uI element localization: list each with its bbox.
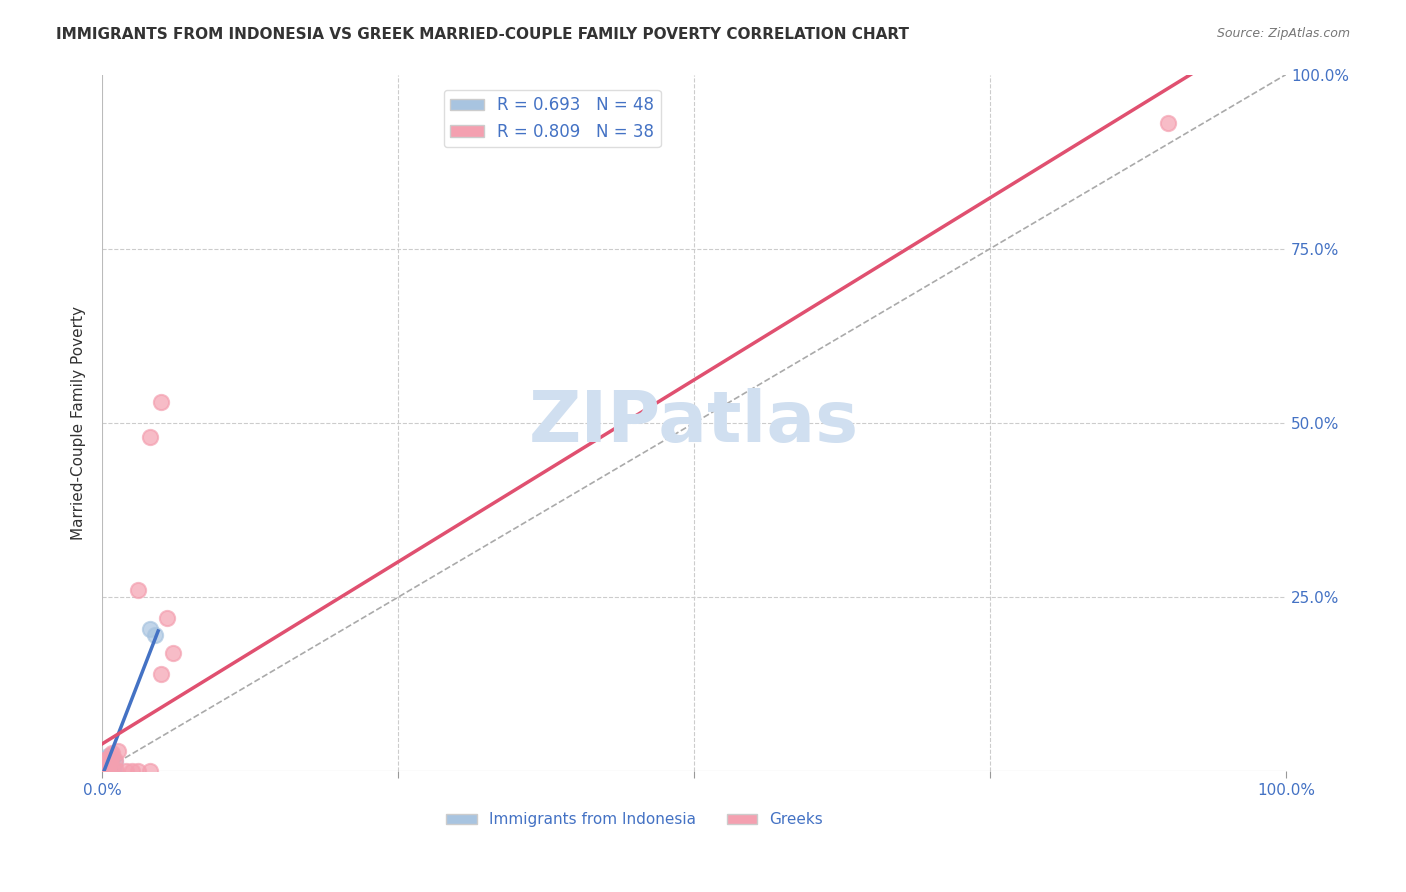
Point (91, 759, 114, 773)
Point (96, 763, 118, 777)
Point (93, 764, 115, 778)
Point (127, 764, 149, 778)
Point (127, 583, 149, 598)
Point (97, 764, 120, 778)
Point (101, 764, 124, 778)
Point (93, 763, 115, 777)
Point (91, 761, 114, 775)
Point (100, 761, 122, 775)
Point (93, 764, 115, 778)
Point (103, 763, 125, 777)
Point (145, 628, 167, 642)
Point (93, 764, 115, 778)
Point (96, 756, 118, 771)
Point (138, 430, 160, 444)
Point (91, 762, 114, 776)
Point (138, 764, 160, 778)
Point (93, 764, 115, 778)
Point (91, 760, 114, 774)
Point (94, 763, 117, 777)
Point (94, 762, 117, 776)
Point (91, 763, 114, 777)
Point (94, 762, 117, 776)
Point (93, 757, 115, 772)
Legend: Immigrants from Indonesia, Greeks: Immigrants from Indonesia, Greeks (440, 806, 830, 833)
Point (93, 760, 115, 774)
Point (100, 760, 122, 774)
Point (93, 763, 115, 777)
Point (94, 764, 117, 778)
Point (91, 759, 114, 773)
Point (138, 622, 160, 636)
Text: IMMIGRANTS FROM INDONESIA VS GREEK MARRIED-COUPLE FAMILY POVERTY CORRELATION CHA: IMMIGRANTS FROM INDONESIA VS GREEK MARRI… (56, 27, 910, 42)
Point (100, 748, 122, 763)
Point (107, 744, 129, 758)
Point (96, 763, 118, 777)
Point (94, 760, 117, 774)
Point (97, 764, 120, 778)
Point (96, 755, 118, 769)
Point (91, 762, 114, 776)
Point (101, 761, 124, 775)
Point (91, 764, 114, 778)
Point (91, 755, 114, 769)
Point (94, 764, 117, 778)
Point (105, 763, 128, 777)
Point (91, 763, 114, 777)
Point (1156, 116, 1178, 130)
Point (100, 752, 122, 766)
Point (91, 761, 114, 775)
Point (91, 763, 114, 777)
Point (93, 758, 115, 772)
Point (93, 758, 115, 772)
Point (93, 764, 115, 778)
Point (91, 758, 114, 772)
Point (150, 395, 173, 409)
Point (94, 763, 117, 777)
Point (91, 753, 114, 767)
Point (156, 611, 179, 625)
Point (91, 761, 114, 775)
Point (97, 764, 120, 779)
Point (150, 666, 173, 681)
Point (94, 756, 117, 770)
Point (104, 753, 127, 767)
Point (96, 761, 118, 775)
Point (93, 762, 115, 776)
Point (91, 752, 114, 766)
Point (104, 756, 127, 770)
Text: Source: ZipAtlas.com: Source: ZipAtlas.com (1216, 27, 1350, 40)
Point (93, 757, 115, 772)
Point (91, 760, 114, 774)
Point (98, 752, 121, 766)
Point (91, 762, 114, 776)
Text: ZIPatlas: ZIPatlas (529, 388, 859, 458)
Point (94, 755, 117, 769)
Point (98, 759, 121, 773)
Point (91, 764, 114, 779)
Point (93, 763, 115, 777)
Point (162, 646, 184, 660)
Point (97, 749, 120, 764)
Point (91, 760, 114, 774)
Point (115, 764, 138, 778)
Y-axis label: Married-Couple Family Poverty: Married-Couple Family Poverty (72, 306, 86, 540)
Point (94, 764, 117, 779)
Point (97, 763, 120, 777)
Point (94, 764, 117, 778)
Point (121, 764, 143, 778)
Point (101, 746, 124, 760)
Point (91, 764, 114, 778)
Point (96, 762, 118, 776)
Point (96, 764, 118, 778)
Point (93, 764, 115, 778)
